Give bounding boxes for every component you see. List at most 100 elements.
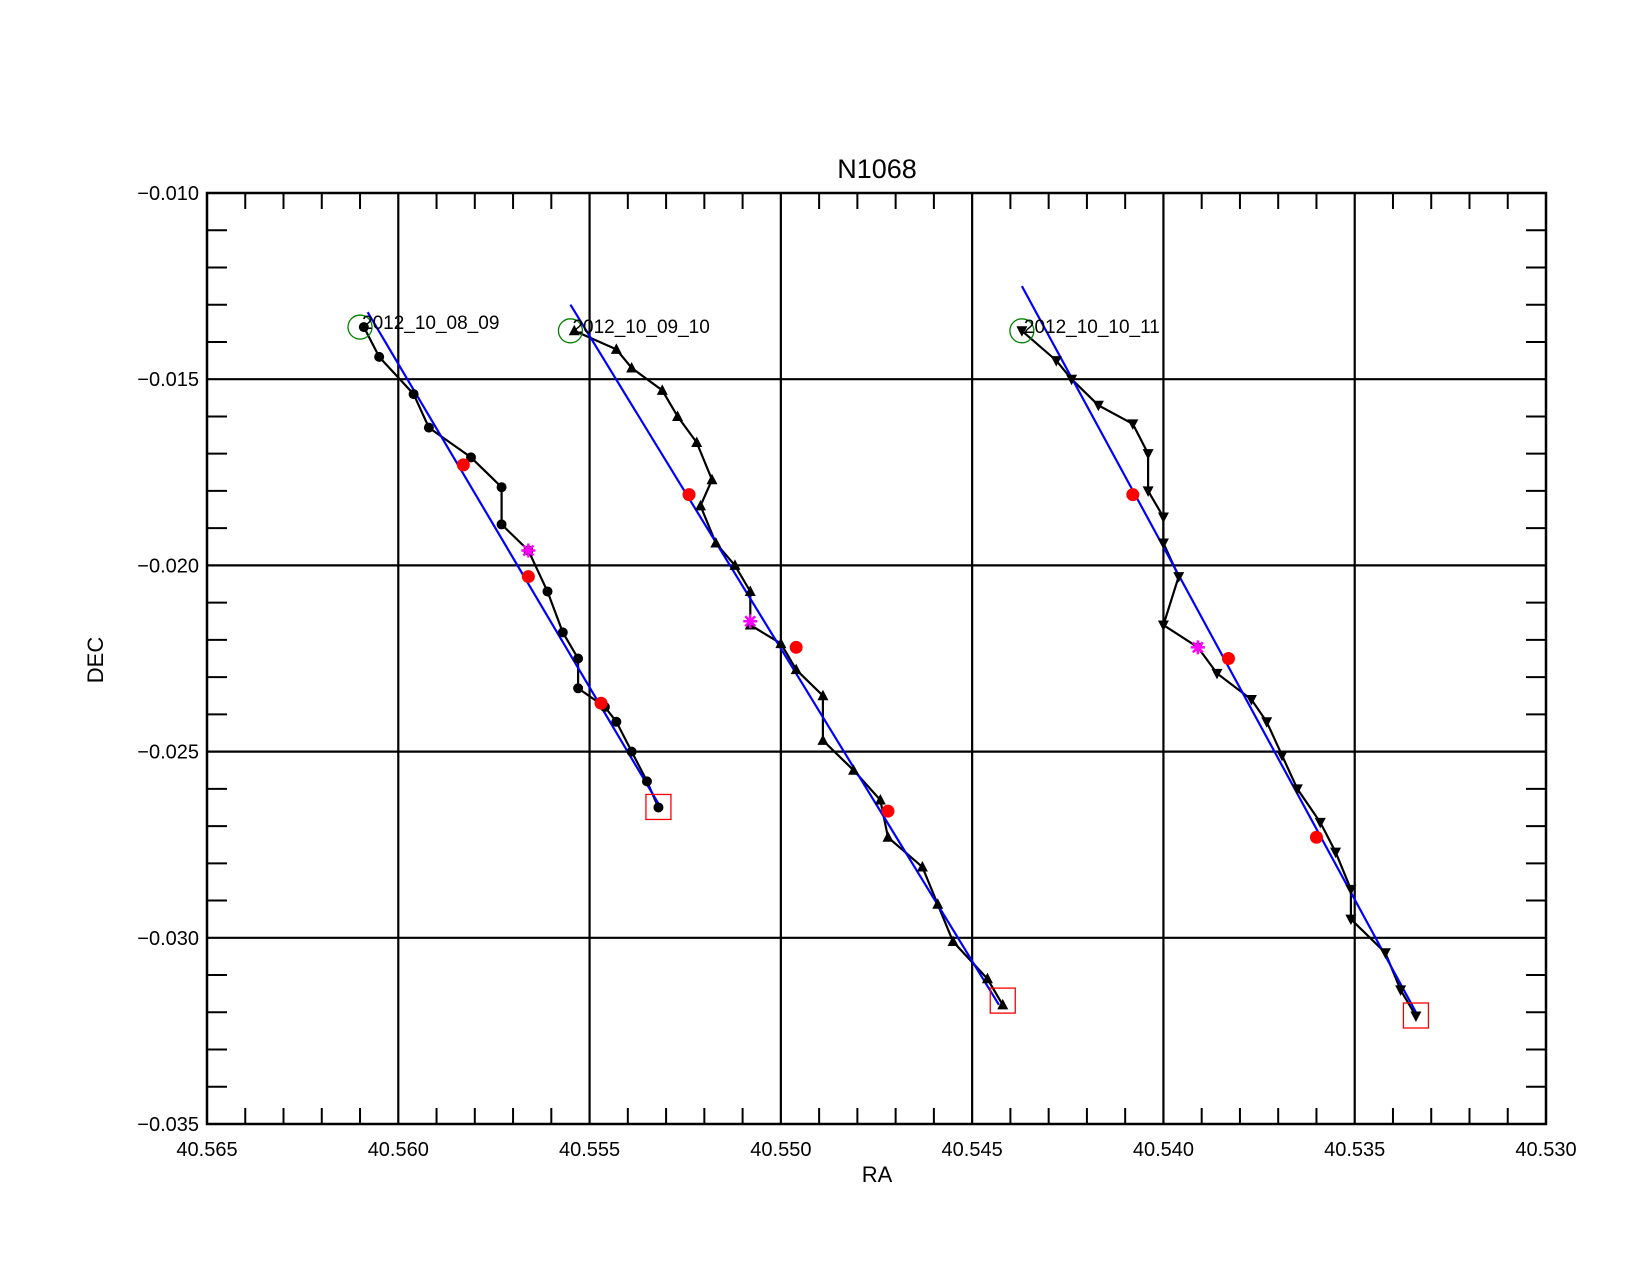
- track-point: [1245, 694, 1257, 706]
- track-point: [695, 499, 707, 511]
- red-point: [682, 488, 696, 502]
- track-point: [691, 436, 703, 448]
- track-point: [496, 482, 507, 493]
- red-point: [1309, 830, 1323, 844]
- y-tick-label: −0.035: [137, 1114, 199, 1136]
- track-point: [1345, 884, 1357, 896]
- track-point: [874, 794, 886, 805]
- track-point: [916, 861, 928, 872]
- x-tick-label: 40.535: [1324, 1139, 1385, 1161]
- track-point: [1345, 914, 1357, 926]
- end-marker: [989, 987, 1016, 1014]
- x-tick-label: 40.560: [368, 1139, 429, 1161]
- track-point: [1291, 784, 1303, 795]
- x-tick-label: 40.545: [942, 1139, 1003, 1161]
- track-point: [1016, 326, 1028, 337]
- track-point: [573, 683, 584, 694]
- track-point: [1173, 572, 1185, 583]
- series-label: 2012_10_10_11: [1024, 317, 1160, 338]
- track-point: [568, 324, 580, 336]
- track-point: [706, 473, 718, 485]
- track-point: [1410, 1011, 1422, 1023]
- track-point: [947, 935, 959, 947]
- fit-line: [1020, 285, 1417, 1013]
- track-point: [641, 776, 652, 787]
- track-point: [1330, 847, 1342, 859]
- y-tick-label: −0.030: [137, 928, 199, 950]
- track-point: [817, 734, 829, 745]
- track-point: [672, 410, 684, 421]
- track-point: [790, 663, 802, 675]
- tick-labels: 40.565 40.560 40.555 40.550 40.545 40.540 40.5…: [137, 183, 1576, 1161]
- track-point: [656, 384, 668, 395]
- track-point: [1261, 717, 1273, 728]
- plot-data: 2012_10_08_09 2012_10_09_10 2012_10_10_11: [347, 285, 1430, 1029]
- track-point: [744, 585, 756, 596]
- track-point: [1142, 449, 1154, 460]
- track-point: [496, 519, 507, 530]
- track-point: [1379, 948, 1391, 959]
- end-marker: [1402, 1002, 1430, 1029]
- track-point: [1157, 620, 1169, 631]
- series-label: 2012_10_08_09: [362, 313, 499, 334]
- fit-line: [366, 311, 660, 805]
- track-point: [626, 362, 638, 373]
- track-point: [557, 627, 568, 638]
- x-tick-label: 40.530: [1515, 1139, 1576, 1161]
- track-point: [1395, 985, 1407, 996]
- x-tick-label: 40.555: [559, 1139, 620, 1161]
- red-point: [1126, 488, 1140, 502]
- y-tick-label: −0.010: [137, 183, 199, 205]
- series-2012_10_09_10: 2012_10_09_10: [557, 304, 1016, 1014]
- series-label: 2012_10_09_10: [572, 317, 709, 338]
- track-point: [626, 746, 637, 757]
- star-point: [743, 614, 758, 629]
- track-point: [358, 322, 369, 333]
- start-marker: [347, 314, 373, 340]
- track-point: [1142, 486, 1154, 497]
- end-marker: [645, 793, 672, 821]
- track-point: [1157, 538, 1169, 550]
- track-point: [573, 653, 584, 664]
- track-point: [1211, 668, 1223, 680]
- series-2012_10_10_11: 2012_10_10_11: [1009, 285, 1430, 1029]
- track-point: [1276, 750, 1288, 762]
- track-point: [611, 716, 622, 727]
- track-line: [573, 329, 1004, 1006]
- track-point: [465, 452, 476, 463]
- y-axis-label: DEC: [83, 637, 108, 684]
- track-point: [1314, 817, 1326, 829]
- track-point: [374, 351, 385, 362]
- fit-line: [569, 304, 1000, 1006]
- red-point: [594, 696, 608, 710]
- red-point: [789, 640, 803, 654]
- axis-ticks: [207, 193, 1546, 1124]
- red-point: [521, 570, 535, 584]
- track-line: [362, 326, 660, 808]
- start-marker: [1009, 318, 1035, 344]
- track-point: [1066, 374, 1078, 386]
- track-point: [710, 537, 722, 548]
- y-tick-label: −0.025: [137, 742, 199, 764]
- track-point: [997, 998, 1009, 1010]
- red-point: [881, 804, 895, 818]
- grid: [207, 193, 1546, 1124]
- x-tick-label: 40.565: [176, 1139, 237, 1161]
- track-point: [1050, 356, 1062, 367]
- track-point: [610, 343, 622, 354]
- start-marker: [557, 318, 584, 344]
- y-tick-label: −0.015: [137, 369, 199, 391]
- y-tick-label: −0.020: [137, 555, 199, 577]
- track-point: [775, 637, 787, 649]
- chart-title: N1068: [837, 154, 917, 184]
- x-axis-label: RA: [862, 1162, 893, 1187]
- x-tick-label: 40.540: [1133, 1139, 1194, 1161]
- track-point: [981, 972, 993, 984]
- star-point: [521, 543, 536, 558]
- track-point: [423, 422, 434, 433]
- track-point: [1092, 400, 1104, 412]
- track-point: [1157, 512, 1169, 523]
- track-point: [932, 898, 944, 909]
- track-point: [408, 389, 419, 400]
